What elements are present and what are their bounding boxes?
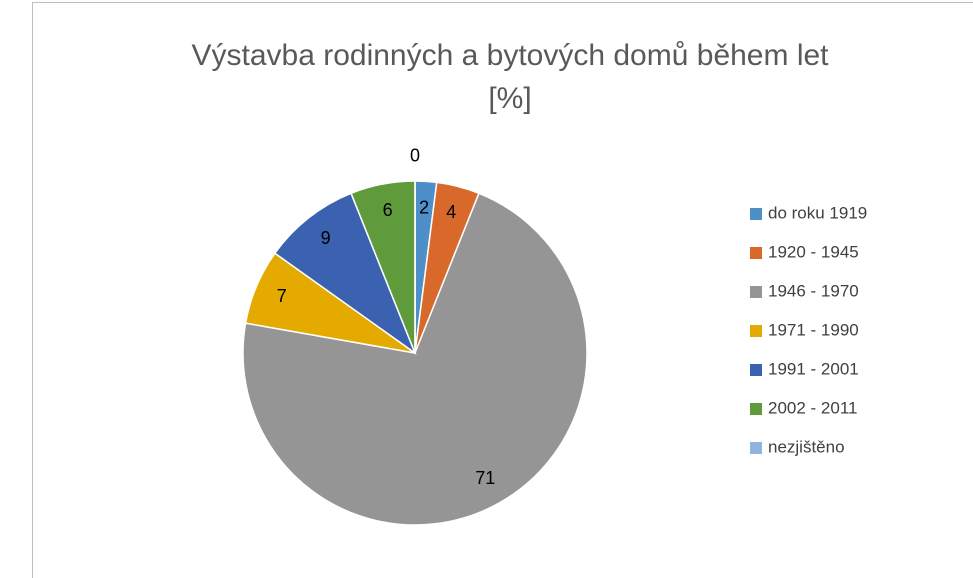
data-label: 7 xyxy=(277,286,287,306)
legend-swatch xyxy=(750,364,762,376)
legend-label: 1946 - 1970 xyxy=(768,281,859,300)
legend-swatch xyxy=(750,208,762,220)
legend-label: 1920 - 1945 xyxy=(768,242,859,261)
legend-swatch xyxy=(750,325,762,337)
data-label: 9 xyxy=(321,228,331,248)
data-label: 2 xyxy=(419,198,429,218)
data-label: 0 xyxy=(410,146,420,166)
data-label: 71 xyxy=(475,468,495,488)
chart-title: Výstavba rodinných a bytových domů během… xyxy=(191,39,829,115)
legend-label: 1971 - 1990 xyxy=(768,320,859,339)
pie-slice xyxy=(273,192,417,356)
legend-label: do roku 1919 xyxy=(768,203,867,222)
legend-label: 2002 - 2011 xyxy=(768,398,857,417)
legend-swatch xyxy=(750,442,762,454)
legend-swatch xyxy=(750,286,762,298)
data-label: 6 xyxy=(383,200,393,220)
legend-swatch xyxy=(750,247,762,259)
pie-slice xyxy=(242,192,588,526)
data-label: 4 xyxy=(446,202,456,222)
legend-label: 1991 - 2001 xyxy=(768,359,859,378)
legend-swatch xyxy=(750,403,762,415)
legend-label: nezjištěno xyxy=(768,437,845,456)
